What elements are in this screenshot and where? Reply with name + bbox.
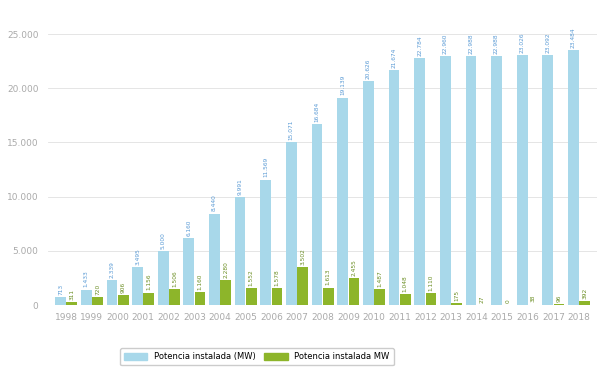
Text: 906: 906	[121, 282, 126, 293]
Bar	[568, 51, 579, 305]
Text: 175: 175	[454, 290, 459, 301]
Text: 22.960: 22.960	[443, 33, 448, 54]
Text: 23.026: 23.026	[519, 33, 525, 53]
Text: 2.339: 2.339	[109, 261, 114, 278]
Text: 8.440: 8.440	[212, 195, 217, 211]
Bar	[92, 297, 103, 305]
Bar	[400, 294, 411, 305]
Bar	[491, 56, 502, 305]
Bar	[349, 278, 359, 305]
Text: 96: 96	[557, 295, 562, 302]
Text: 1.156: 1.156	[146, 274, 152, 290]
Bar	[451, 303, 462, 305]
Text: 3.495: 3.495	[135, 248, 140, 265]
Legend: Potencia instalada (MW), Potencia instalada MW: Potencia instalada (MW), Potencia instal…	[120, 348, 394, 365]
Text: 720: 720	[95, 284, 100, 295]
Text: 21.674: 21.674	[391, 48, 396, 68]
Bar	[220, 280, 231, 305]
Text: 2.280: 2.280	[223, 261, 228, 278]
Text: 1.160: 1.160	[198, 274, 202, 290]
Text: 16.684: 16.684	[315, 102, 320, 122]
Text: 1.506: 1.506	[172, 270, 177, 286]
Bar	[579, 301, 590, 305]
Text: 19.139: 19.139	[340, 75, 345, 95]
Bar	[246, 288, 257, 305]
Bar	[363, 81, 374, 305]
Text: 38: 38	[531, 295, 536, 302]
Bar	[517, 55, 527, 305]
Text: 0: 0	[506, 299, 510, 303]
Text: 22.988: 22.988	[494, 33, 499, 54]
Text: 311: 311	[69, 289, 74, 299]
Bar	[118, 295, 129, 305]
Bar	[66, 302, 77, 305]
Bar	[388, 70, 399, 305]
Text: 5.000: 5.000	[161, 232, 165, 248]
Text: 1.110: 1.110	[428, 274, 434, 291]
Bar	[542, 55, 553, 305]
Bar	[312, 124, 323, 305]
Bar	[81, 289, 92, 305]
Text: 6.160: 6.160	[186, 219, 191, 236]
Text: 20.626: 20.626	[366, 59, 371, 79]
Text: 23.092: 23.092	[545, 32, 550, 52]
Text: 22.784: 22.784	[417, 35, 422, 56]
Text: 1.433: 1.433	[84, 270, 89, 287]
Bar	[169, 289, 180, 305]
Text: 1.613: 1.613	[326, 269, 331, 285]
Bar	[106, 280, 117, 305]
Bar	[260, 180, 271, 305]
Bar	[286, 142, 297, 305]
Bar	[374, 289, 385, 305]
Bar	[209, 214, 220, 305]
Bar	[554, 304, 565, 305]
Bar	[297, 267, 308, 305]
Bar	[235, 197, 245, 305]
Text: 1.048: 1.048	[403, 275, 408, 292]
Bar	[440, 56, 451, 305]
Text: 1.487: 1.487	[377, 270, 382, 287]
Text: 9.991: 9.991	[237, 178, 243, 195]
Bar	[323, 288, 333, 305]
Bar	[337, 97, 348, 305]
Bar	[466, 56, 477, 305]
Text: 23.484: 23.484	[571, 28, 576, 48]
Text: 1.552: 1.552	[249, 269, 254, 286]
Bar	[132, 267, 143, 305]
Text: 15.071: 15.071	[289, 119, 294, 140]
Text: 22.988: 22.988	[468, 33, 474, 54]
Bar	[272, 288, 283, 305]
Text: 392: 392	[582, 288, 587, 299]
Text: 2.455: 2.455	[352, 259, 356, 276]
Bar	[55, 297, 66, 305]
Text: 713: 713	[58, 284, 63, 295]
Bar	[194, 292, 205, 305]
Bar	[158, 251, 169, 305]
Text: 11.569: 11.569	[263, 157, 268, 177]
Text: 3.502: 3.502	[300, 248, 305, 265]
Bar	[425, 293, 436, 305]
Bar	[184, 238, 194, 305]
Text: 1.578: 1.578	[275, 269, 280, 286]
Bar	[143, 292, 154, 305]
Text: 27: 27	[480, 295, 484, 302]
Bar	[414, 58, 425, 305]
